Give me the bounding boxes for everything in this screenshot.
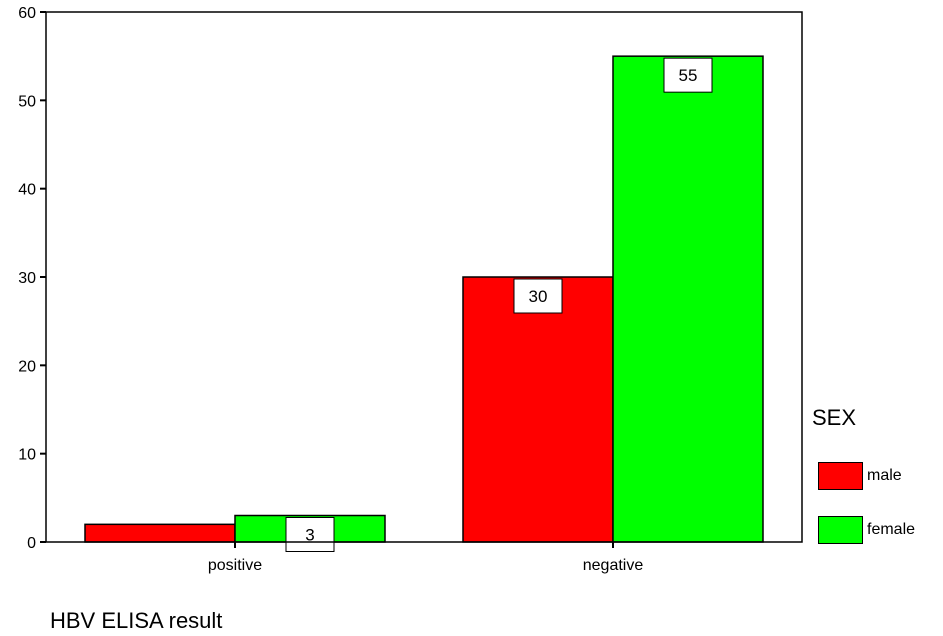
legend-label-male: male (867, 467, 902, 484)
bar-male-negative (462, 276, 614, 543)
y-axis: 0 10 20 30 40 50 60 (18, 5, 46, 552)
y-tick-label: 60 (18, 5, 36, 22)
y-tick-label: 0 (27, 535, 36, 552)
y-tick-label: 30 (18, 270, 36, 287)
data-label-text: 3 (305, 526, 314, 545)
data-label-box (513, 278, 563, 314)
legend-item-female: female (818, 516, 915, 544)
legend-title: SEX (812, 405, 857, 430)
data-label-female-positive: 3 (285, 517, 335, 552)
y-tick-label: 20 (18, 358, 36, 375)
legend-swatch-female (818, 516, 863, 544)
x-axis: positive negative (208, 542, 643, 574)
bars (84, 55, 764, 543)
data-label-box (285, 517, 335, 552)
data-label-male-negative: 30 (513, 278, 563, 314)
x-tick-label-negative: negative (583, 557, 644, 574)
data-labels: 3 30 55 (285, 57, 713, 552)
y-tick-label: 50 (18, 93, 36, 110)
data-label-text: 55 (679, 66, 698, 85)
y-tick-label: 40 (18, 182, 36, 199)
y-tick-label: 10 (18, 447, 36, 464)
data-label-box (663, 57, 713, 93)
data-label-female-negative: 55 (663, 57, 713, 93)
bar-female-negative (612, 55, 764, 543)
x-tick-label-positive: positive (208, 557, 262, 574)
legend-label-female: female (867, 521, 916, 538)
data-label-text: 30 (529, 287, 548, 306)
plot-frame (45, 11, 803, 543)
legend-swatch-male (818, 462, 863, 490)
bar-male-positive (84, 523, 236, 543)
x-axis-title: HBV ELISA result (50, 608, 223, 633)
legend-item-male: male (818, 462, 902, 490)
